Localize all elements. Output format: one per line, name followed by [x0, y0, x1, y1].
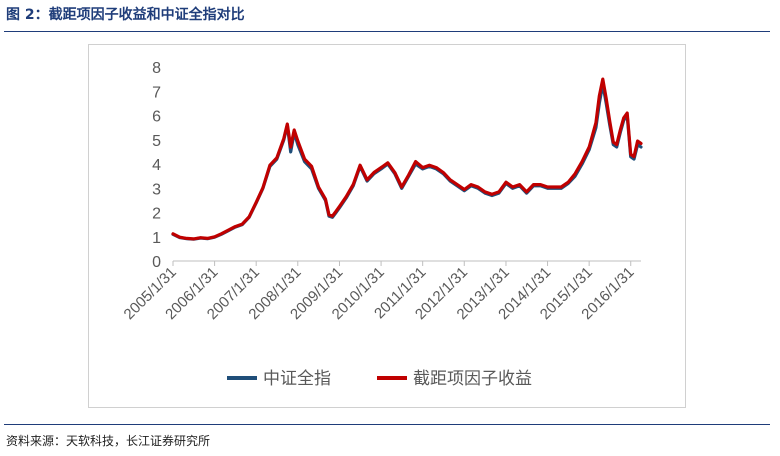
y-tick-label: 3	[152, 181, 161, 198]
x-axis-ticks: 2005/1/312006/1/312007/1/312008/1/312009…	[121, 261, 638, 323]
figure-title: 图 2：截距项因子收益和中证全指对比	[6, 7, 245, 23]
chart-frame: 0 1 2 3 4 5 6 7 8 2005/1/31 2006/1/31 2007/1/31 200…	[88, 44, 686, 408]
y-tick-label: 0	[152, 254, 161, 271]
series-lines	[171, 77, 643, 241]
legend-item-index-label: 中证全指	[263, 369, 331, 389]
legend-item-factor-return-label: 截距项因子收益	[413, 369, 532, 389]
line-chart: 0 1 2 3 4 5 6 7 8 2005/1/312006/1/312007/1/31200…	[121, 60, 643, 389]
chart-legend: 中证全指 截距项因子收益	[227, 369, 532, 389]
y-axis-ticks: 0 1 2 3 4 5 6 7 8	[152, 60, 161, 271]
index-series-line	[171, 82, 643, 241]
y-tick-label: 8	[152, 60, 161, 77]
y-tick-label: 7	[152, 84, 161, 101]
y-tick-label: 5	[152, 133, 161, 150]
y-tick-label: 1	[152, 230, 161, 247]
y-tick-label: 6	[152, 109, 161, 126]
factor-return-series-line	[171, 77, 643, 241]
source-note: 资料来源：天软科技，长江证券研究所	[6, 434, 211, 448]
y-tick-label: 2	[152, 206, 161, 223]
y-tick-label: 4	[152, 157, 161, 174]
title-underline	[4, 31, 770, 32]
source-divider	[4, 424, 770, 425]
